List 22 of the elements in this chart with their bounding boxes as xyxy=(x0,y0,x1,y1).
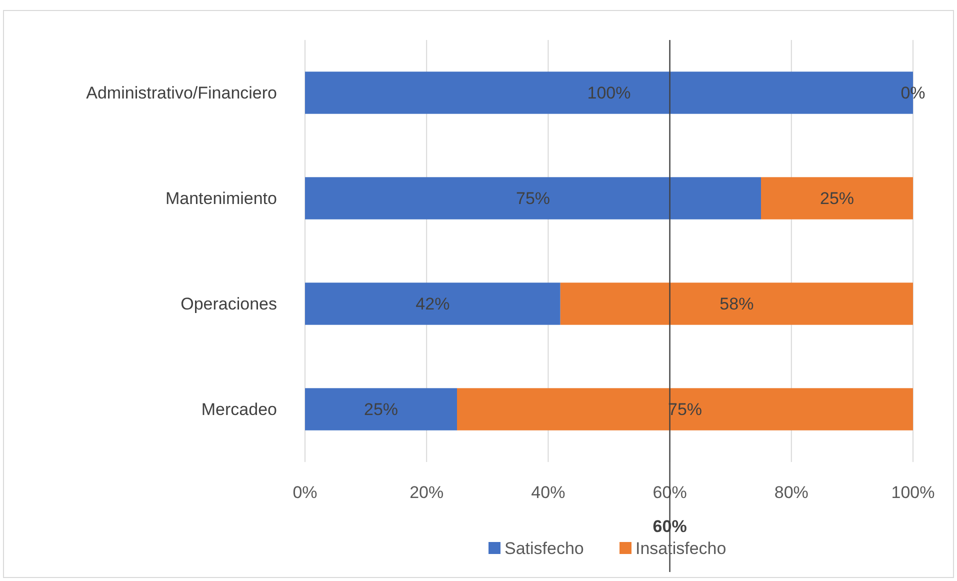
x-tick-label: 0% xyxy=(292,483,318,502)
data-label: 42% xyxy=(416,294,450,314)
bar xyxy=(560,282,913,325)
x-tick-label: 80% xyxy=(774,483,808,502)
data-label: 58% xyxy=(720,294,754,314)
data-label: 25% xyxy=(820,189,854,208)
data-label: 25% xyxy=(364,400,398,420)
x-tick-label: 100% xyxy=(891,483,935,502)
bar xyxy=(457,388,913,430)
data-label: 75% xyxy=(516,189,550,208)
data-label: 100% xyxy=(587,84,631,103)
bar xyxy=(761,177,913,220)
x-tick-label: 20% xyxy=(410,483,444,502)
bar xyxy=(305,388,457,430)
y-tick-label: Operaciones xyxy=(180,294,277,314)
y-tick-label: Mercadeo xyxy=(201,400,277,420)
bar xyxy=(305,282,560,325)
y-tick-label: Mantenimiento xyxy=(165,189,277,208)
y-tick-label: Administrativo/Financiero xyxy=(86,84,277,103)
legend-label: Satisfecho xyxy=(504,538,584,558)
bar xyxy=(305,177,761,220)
x-tick-label: 40% xyxy=(531,483,566,502)
